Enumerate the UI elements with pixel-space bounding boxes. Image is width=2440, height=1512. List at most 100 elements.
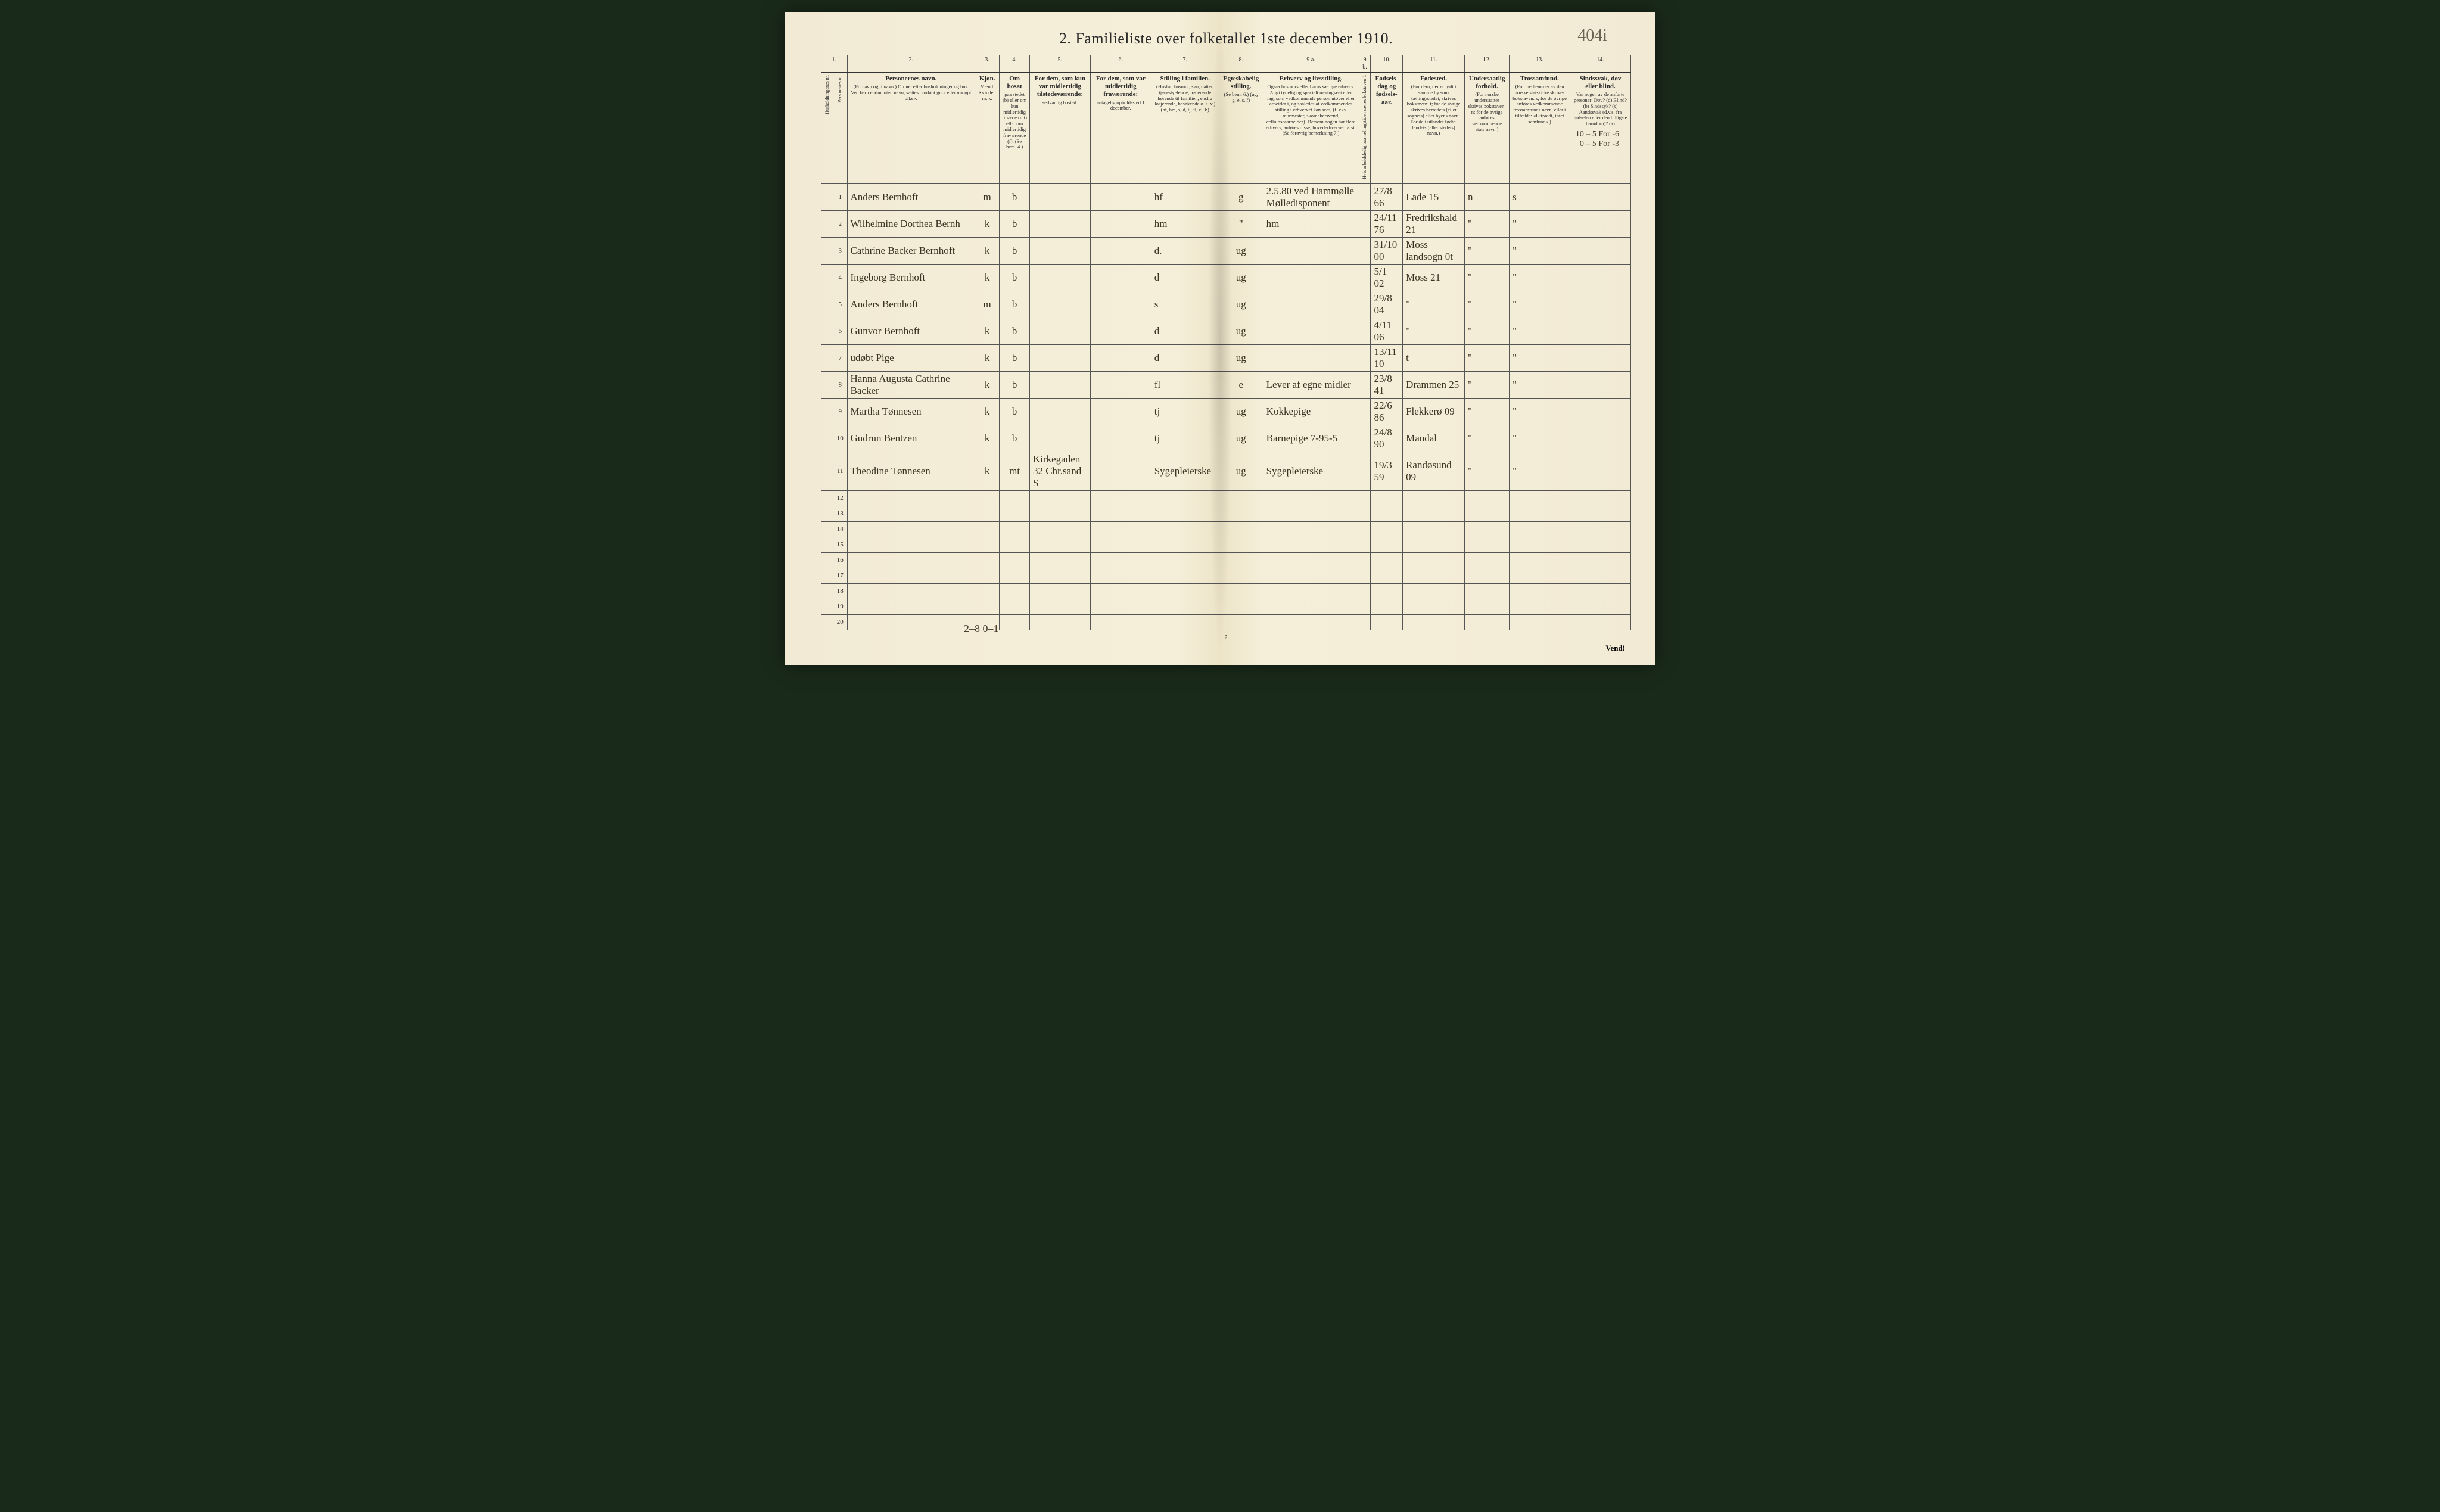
hh-num-cell	[821, 318, 833, 344]
empty-cell	[1090, 552, 1151, 568]
pencil-annotation-top: 404i	[1577, 26, 1607, 45]
margin-annot-1: 10 – 5 For -6	[1576, 130, 1619, 139]
empty-cell	[1510, 568, 1570, 583]
person-num-cell: 12	[833, 490, 847, 506]
empty-cell	[1090, 521, 1151, 537]
arbeid-cell	[1359, 210, 1371, 237]
empty-cell	[1151, 599, 1219, 614]
disability-cell	[1570, 291, 1630, 318]
midl-tilst-cell	[1029, 425, 1090, 452]
disability-cell	[1570, 425, 1630, 452]
hdr-7-sub: (Husfar, husmor, søn, datter, tjenestyel…	[1154, 84, 1216, 113]
hdr-pers: Personenes nr.	[837, 75, 843, 102]
nationality-cell: "	[1465, 425, 1510, 452]
stilling-cell: fl	[1151, 371, 1219, 398]
religion-cell: "	[1510, 237, 1570, 264]
gender-cell: m	[975, 183, 1000, 210]
empty-cell	[1263, 568, 1359, 583]
empty-cell	[1570, 552, 1630, 568]
empty-cell	[1371, 568, 1403, 583]
empty-cell	[847, 490, 975, 506]
bosat-cell: b	[1000, 344, 1030, 371]
empty-cell	[1403, 614, 1465, 630]
bosat-cell: b	[1000, 210, 1030, 237]
person-num-cell: 15	[833, 537, 847, 552]
person-num-cell: 9	[833, 398, 847, 425]
table-row: 11 Theodine Tønnesen k mt Kirkegaden 32 …	[821, 452, 1631, 490]
empty-cell	[1263, 506, 1359, 521]
empty-cell	[975, 599, 1000, 614]
empty-cell	[1219, 490, 1263, 506]
empty-cell	[1371, 599, 1403, 614]
empty-cell	[1000, 568, 1030, 583]
table-row-empty: 13	[821, 506, 1631, 521]
hdr-13-sub: (For medlemmer av den norske statskirke …	[1512, 84, 1567, 125]
col-num-11: 11.	[1403, 55, 1465, 73]
name-cell: Martha Tønnesen	[847, 398, 975, 425]
bosat-cell: b	[1000, 425, 1030, 452]
birthplace-cell: Moss 21	[1403, 264, 1465, 291]
nationality-cell: n	[1465, 183, 1510, 210]
arbeid-cell	[1359, 183, 1371, 210]
empty-cell	[1465, 506, 1510, 521]
hdr-6: For dem, som var midlertidig fraværende:	[1096, 75, 1146, 98]
name-cell: Theodine Tønnesen	[847, 452, 975, 490]
egtesk-cell: ug	[1219, 264, 1263, 291]
occupation-cell: Barnepige 7-95-5	[1263, 425, 1359, 452]
empty-cell	[1465, 599, 1510, 614]
empty-cell	[847, 537, 975, 552]
empty-cell	[1263, 537, 1359, 552]
person-num-cell: 10	[833, 425, 847, 452]
hh-num-cell	[821, 583, 833, 599]
bosat-cell: b	[1000, 318, 1030, 344]
empty-cell	[1403, 583, 1465, 599]
empty-cell	[847, 506, 975, 521]
empty-cell	[1219, 614, 1263, 630]
empty-cell	[1151, 521, 1219, 537]
table-row: 5 Anders Bernhoft m b s ug 29/8 04 " " "	[821, 291, 1631, 318]
occupation-cell	[1263, 237, 1359, 264]
empty-cell	[1510, 552, 1570, 568]
empty-cell	[1151, 490, 1219, 506]
empty-cell	[1090, 506, 1151, 521]
name-cell: Anders Bernhoft	[847, 183, 975, 210]
col-num-1: 1.	[821, 55, 848, 73]
empty-cell	[1510, 537, 1570, 552]
name-cell: Wilhelmine Dorthea Bernh	[847, 210, 975, 237]
table-row: 2 Wilhelmine Dorthea Bernh k b hm " hm 2…	[821, 210, 1631, 237]
col-num-7: 7.	[1151, 55, 1219, 73]
empty-cell	[1151, 506, 1219, 521]
religion-cell: "	[1510, 371, 1570, 398]
dob-cell: 29/8 04	[1371, 291, 1403, 318]
empty-cell	[975, 583, 1000, 599]
hdr-bosat-sub: paa stedet (b) eller om kun midlertidig …	[1002, 92, 1027, 150]
col-num-3: 3.	[975, 55, 1000, 73]
occupation-cell	[1263, 318, 1359, 344]
nationality-cell: "	[1465, 452, 1510, 490]
occupation-cell: Sygepleierske	[1263, 452, 1359, 490]
person-num-cell: 2	[833, 210, 847, 237]
empty-cell	[1219, 583, 1263, 599]
arbeid-cell	[1359, 318, 1371, 344]
midl-tilst-cell	[1029, 210, 1090, 237]
table-header: 1. 2. 3. 4. 5. 6. 7. 8. 9 a. 9 b. 10. 11…	[821, 55, 1631, 184]
egtesk-cell: ug	[1219, 318, 1263, 344]
name-cell: Anders Bernhoft	[847, 291, 975, 318]
hdr-12-sub: (For norske undersaatter skrives bokstav…	[1467, 92, 1507, 132]
empty-cell	[1219, 506, 1263, 521]
dob-cell: 27/8 66	[1371, 183, 1403, 210]
disability-cell	[1570, 237, 1630, 264]
gender-cell: k	[975, 318, 1000, 344]
disability-cell	[1570, 264, 1630, 291]
hh-num-cell	[821, 568, 833, 583]
arbeid-cell	[1359, 425, 1371, 452]
midl-frav-cell	[1090, 318, 1151, 344]
midl-tilst-cell	[1029, 318, 1090, 344]
person-num-cell: 1	[833, 183, 847, 210]
midl-tilst-cell	[1029, 371, 1090, 398]
hh-num-cell	[821, 614, 833, 630]
midl-frav-cell	[1090, 425, 1151, 452]
empty-cell	[1403, 506, 1465, 521]
person-num-cell: 8	[833, 371, 847, 398]
empty-cell	[1263, 614, 1359, 630]
